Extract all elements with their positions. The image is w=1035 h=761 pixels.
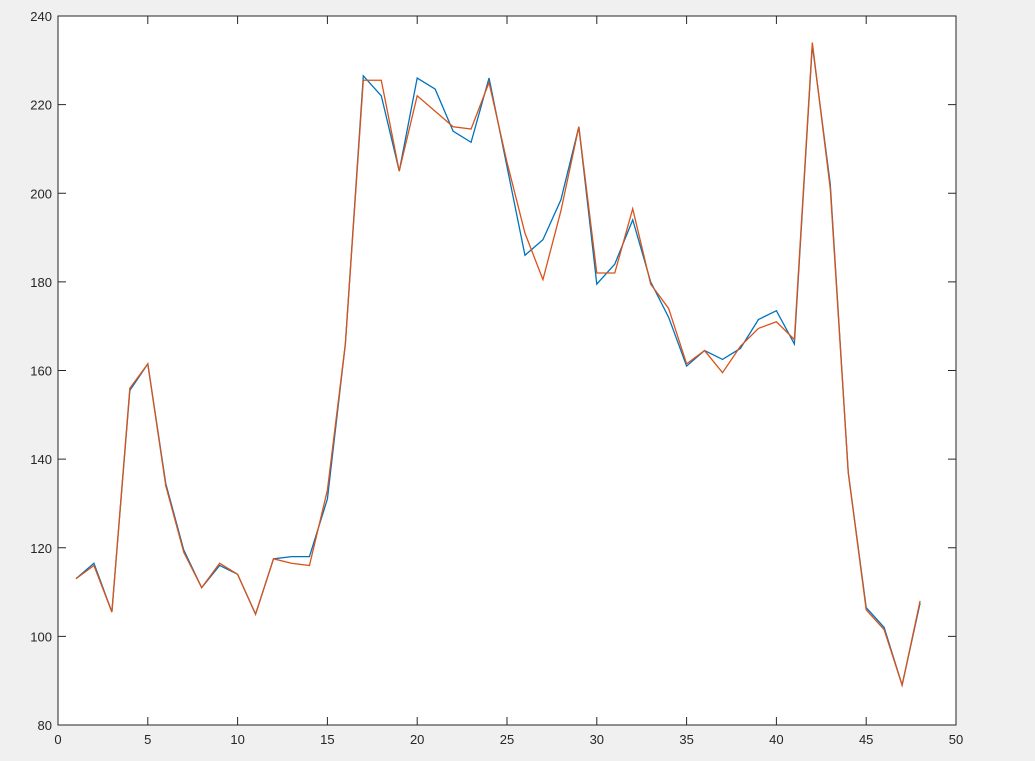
y-tick-label: 160 [30, 364, 52, 379]
x-tick-label: 15 [320, 732, 334, 747]
plot-area [57, 15, 957, 726]
series-line-2 [75, 42, 921, 688]
x-tick-label: 10 [230, 732, 244, 747]
y-tick-label: 140 [30, 452, 52, 467]
x-tick-label: 20 [410, 732, 424, 747]
x-tick-label: 40 [769, 732, 783, 747]
x-tick-label: 25 [500, 732, 514, 747]
x-tick-label: 35 [679, 732, 693, 747]
y-tick-label: 80 [38, 718, 52, 733]
y-tick-label: 240 [30, 9, 52, 24]
y-tick-label: 200 [30, 186, 52, 201]
x-tick-label: 45 [859, 732, 873, 747]
x-tick-label: 0 [54, 732, 61, 747]
y-tick-label: 180 [30, 275, 52, 290]
y-tick-label: 100 [30, 629, 52, 644]
y-tick-label: 220 [30, 98, 52, 113]
x-tick-label: 5 [144, 732, 151, 747]
x-tick-label: 50 [949, 732, 963, 747]
x-tick-label: 30 [590, 732, 604, 747]
y-tick-label: 120 [30, 541, 52, 556]
